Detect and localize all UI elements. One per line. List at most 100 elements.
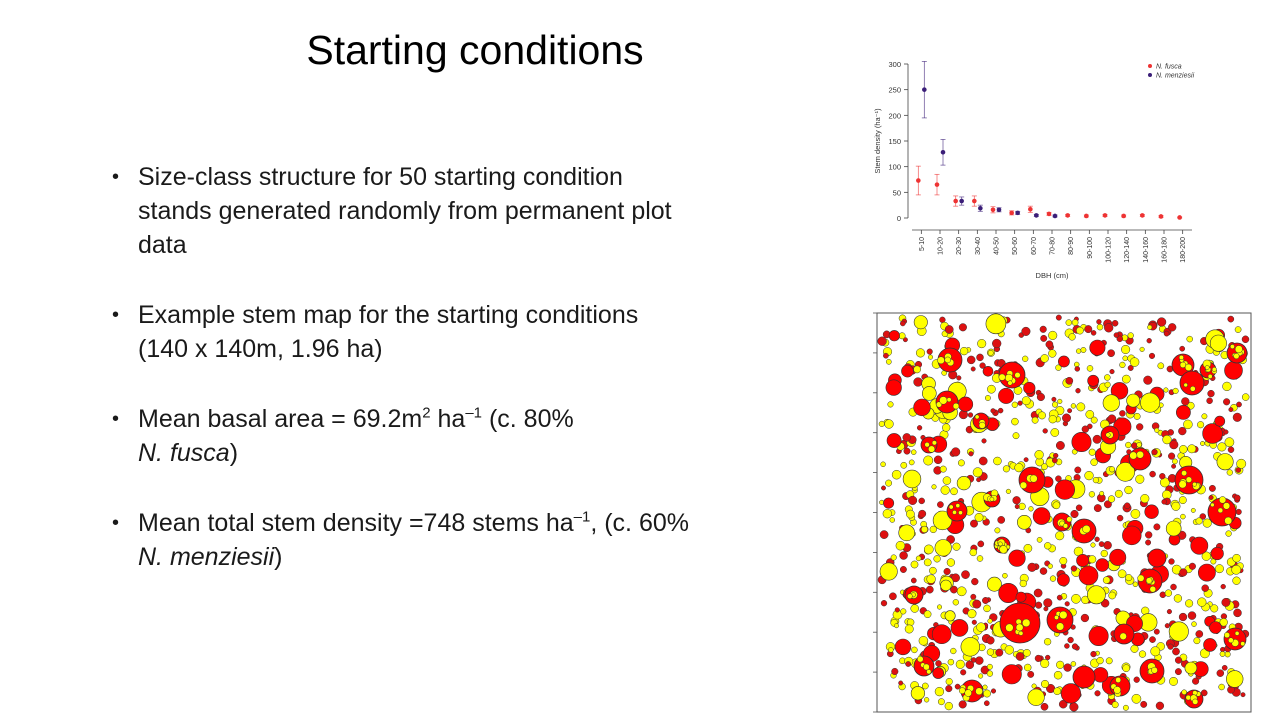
menziesii-stem — [1115, 462, 1135, 482]
data-point — [1177, 215, 1182, 220]
fusca-stem — [1045, 340, 1054, 349]
fusca-stem — [1092, 667, 1109, 683]
bullet-stem-map: • Example stem map for the starting cond… — [112, 298, 692, 366]
menziesii-stem — [1108, 591, 1117, 600]
menziesii-stem — [987, 349, 994, 356]
menziesii-stem — [1056, 660, 1065, 669]
fusca-stem — [1145, 531, 1153, 539]
fusca-stem — [918, 509, 927, 518]
menziesii-stem — [940, 485, 950, 495]
menziesii-stem — [946, 558, 956, 567]
fusca-stem — [935, 660, 942, 667]
menziesii-stem — [1014, 372, 1021, 379]
menziesii-stem — [1202, 518, 1212, 528]
menziesii-stem — [906, 509, 915, 519]
fusca-stem — [1153, 523, 1161, 531]
menziesii-stem — [1132, 581, 1139, 588]
fusca-stem — [1090, 330, 1097, 336]
menziesii-stem — [967, 609, 977, 619]
menziesii-stem — [887, 401, 894, 408]
menziesii-stem — [1034, 450, 1044, 460]
fusca-stem — [1202, 423, 1223, 444]
menziesii-stem — [1104, 381, 1111, 388]
data-point — [1084, 213, 1089, 219]
menziesii-stem — [1136, 450, 1144, 459]
menziesii-stem — [999, 545, 1008, 554]
menziesii-stem — [1215, 564, 1224, 574]
menziesii-stem — [1085, 410, 1095, 419]
menziesii-stem — [1022, 618, 1031, 628]
fusca-stem — [877, 336, 887, 346]
menziesii-stem — [1113, 686, 1122, 694]
bullet-basal-area: • Mean basal area = 69.2m2 ha–1 (c. 80% N… — [112, 402, 692, 470]
y-tick-label: 150 — [888, 137, 901, 146]
menziesii-stem — [1124, 485, 1133, 495]
y-tick-label: 300 — [888, 60, 901, 69]
fusca-stem — [1216, 669, 1225, 677]
menziesii-stem — [1070, 403, 1077, 409]
menziesii-stem — [928, 445, 936, 453]
fusca-stem — [1116, 335, 1124, 343]
menziesii-stem — [1234, 326, 1242, 333]
menziesii-stem — [910, 449, 917, 455]
fusca-stem — [1223, 429, 1229, 435]
data-point — [978, 205, 983, 211]
superscript: –1 — [465, 404, 483, 422]
menziesii-stem — [1017, 515, 1032, 530]
menziesii-stem — [924, 442, 930, 448]
fusca-stem — [1192, 677, 1200, 685]
menziesii-stem — [1169, 676, 1178, 686]
menziesii-stem — [944, 356, 951, 364]
fusca-stem — [1055, 475, 1062, 482]
menziesii-stem — [1157, 362, 1165, 370]
menziesii-stem — [947, 658, 955, 666]
menziesii-stem — [1133, 412, 1141, 420]
menziesii-stem — [1011, 401, 1018, 408]
menziesii-stem — [986, 670, 994, 677]
fusca-stem — [1166, 609, 1172, 615]
fusca-stem — [891, 667, 899, 676]
fusca-stem — [978, 456, 988, 466]
fusca-stem — [1089, 339, 1106, 356]
menziesii-stem — [1168, 621, 1189, 642]
menziesii-stem — [1119, 361, 1126, 369]
x-tick-label: 80-90 — [1068, 237, 1075, 255]
menziesii-stem — [885, 358, 892, 365]
menziesii-stem — [952, 510, 957, 515]
menziesii-stem — [1201, 413, 1208, 420]
fusca-stem — [1055, 441, 1065, 450]
fusca-stem — [1168, 452, 1176, 460]
menziesii-stem — [1232, 576, 1241, 585]
fusca-stem — [1039, 567, 1048, 575]
fusca-stem — [1143, 375, 1153, 385]
menziesii-stem — [1192, 698, 1199, 705]
menziesii-stem — [1047, 563, 1053, 569]
fusca-stem — [1153, 628, 1160, 635]
fusca-stem — [899, 551, 908, 560]
fusca-stem — [1064, 643, 1070, 649]
x-tick-label: 120-140 — [1124, 237, 1131, 263]
menziesii-stem — [1189, 385, 1196, 392]
fusca-stem — [1034, 654, 1042, 662]
fusca-stem — [1164, 623, 1170, 629]
menziesii-stem — [1068, 333, 1076, 341]
menziesii-stem — [1029, 474, 1038, 483]
menziesii-stem — [1125, 574, 1133, 582]
fusca-stem — [1227, 446, 1235, 453]
fusca-stem — [995, 648, 1004, 657]
fusca-stem — [1149, 470, 1156, 478]
fusca-stem — [1168, 558, 1175, 565]
menziesii-stem — [1210, 604, 1219, 613]
fusca-stem — [1032, 507, 1051, 525]
fusca-stem — [950, 619, 969, 637]
fusca-stem — [1233, 608, 1242, 618]
data-point — [1121, 213, 1126, 219]
menziesii-stem — [929, 566, 937, 575]
legend-marker — [1148, 64, 1152, 68]
y-tick-label: 250 — [888, 86, 901, 95]
fusca-stem — [1075, 504, 1083, 512]
menziesii-stem — [1105, 432, 1111, 438]
slide-title: Starting conditions — [306, 27, 644, 73]
fusca-stem — [976, 477, 982, 483]
menziesii-stem — [1053, 687, 1062, 696]
